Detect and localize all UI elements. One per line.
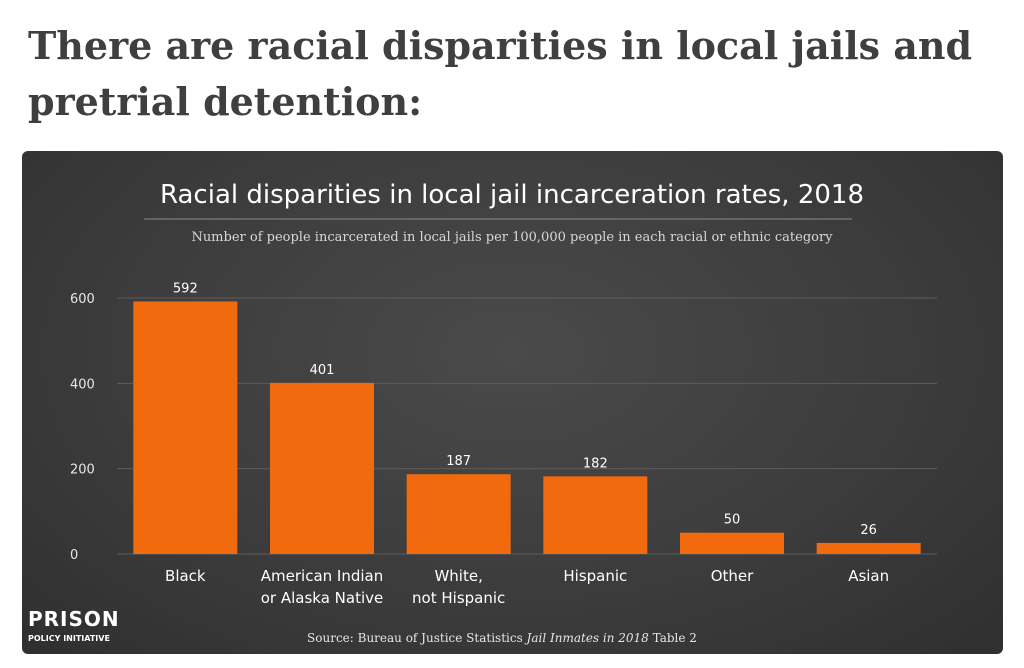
- category-label: Hispanic: [563, 567, 627, 585]
- bar: [133, 301, 238, 554]
- bar-value-label: 50: [724, 513, 741, 528]
- bar: [680, 532, 784, 554]
- chart-subtitle: Number of people incarcerated in local j…: [191, 230, 833, 245]
- prison-policy-initiative-logo: PRISON POLICY INITIATIVE: [28, 607, 120, 643]
- bar: [270, 382, 374, 554]
- category-label-line: Black: [165, 567, 206, 585]
- gridlines: [117, 297, 937, 555]
- bar: [406, 474, 511, 554]
- bar-value-label: 401: [310, 363, 335, 378]
- category-label: American Indian or Alaska Native: [261, 567, 384, 607]
- bar: [816, 542, 921, 554]
- category-label: Other: [711, 567, 754, 585]
- logo-wordmark: PRISON: [28, 607, 120, 631]
- source-suffix: Table 2: [649, 631, 697, 645]
- category-label: Asian: [848, 567, 889, 585]
- bar-value-label: 187: [446, 454, 471, 469]
- category-label-line: Asian: [848, 567, 889, 585]
- category-label-line: or Alaska Native: [261, 589, 384, 607]
- source-prefix: Source: Bureau of Justice Statistics: [307, 631, 527, 645]
- y-tick-label: 400: [70, 377, 95, 392]
- logo-subtitle: POLICY INITIATIVE: [28, 634, 110, 643]
- bars: [133, 301, 921, 554]
- category-label-line: Hispanic: [563, 567, 627, 585]
- bar-chart: Racial disparities in local jail incarce…: [28, 180, 937, 645]
- chart-card: Racial disparities in local jail incarce…: [22, 151, 1003, 654]
- labels: 0 200 400 600 592 Black 401 American Indian or A…: [70, 281, 889, 607]
- category-label: White, not Hispanic: [412, 567, 505, 607]
- source-note: Source: Bureau of Justice Statistics Jai…: [307, 631, 697, 645]
- category-label-line: American Indian: [261, 567, 383, 585]
- bar-value-label: 182: [583, 456, 608, 471]
- category-label-line: White,: [434, 567, 482, 585]
- category-label-line: not Hispanic: [412, 589, 505, 607]
- chart-title: Racial disparities in local jail incarce…: [160, 180, 864, 210]
- bar-value-label: 592: [173, 281, 198, 296]
- page-heading: There are racial disparities in local ja…: [28, 23, 973, 124]
- bar: [543, 476, 648, 554]
- bar-value-label: 26: [860, 523, 877, 538]
- y-tick-label: 0: [70, 548, 78, 563]
- category-label-line: Other: [711, 567, 754, 585]
- source-publication: Jail Inmates in 2018: [524, 631, 650, 645]
- y-tick-label: 600: [70, 292, 95, 307]
- category-label: Black: [165, 567, 206, 585]
- y-tick-label: 200: [70, 463, 95, 478]
